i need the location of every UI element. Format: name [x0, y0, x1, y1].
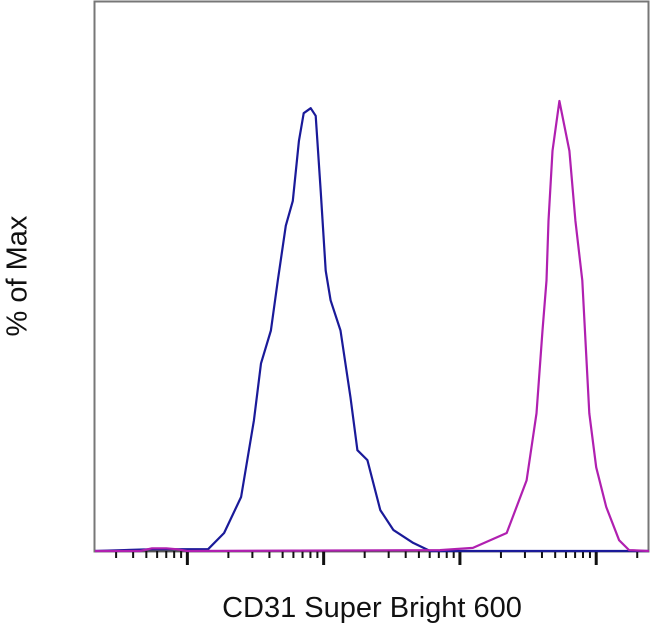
x-axis-label: CD31 Super Bright 600	[222, 592, 522, 624]
x-axis-ticks	[95, 550, 649, 565]
y-axis-label: % of Max	[1, 215, 34, 337]
series-lines	[94, 99, 650, 553]
histogram-series-2	[95, 99, 650, 553]
histogram-series-1	[94, 107, 649, 553]
plot-frame	[93, 0, 650, 553]
